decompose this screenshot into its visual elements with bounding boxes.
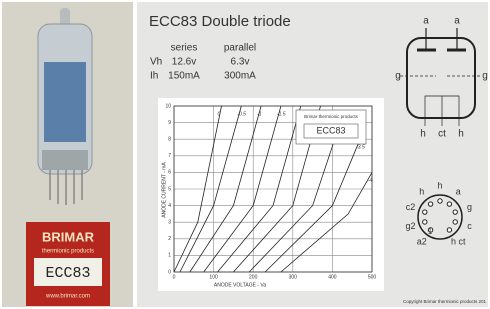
graph-model: ECC83 <box>316 125 345 135</box>
tube-plate <box>44 62 86 142</box>
spec-cell: 12.6v <box>172 57 196 68</box>
curve-label: -1.5 <box>277 111 286 117</box>
spec-cell: 300mA <box>224 71 256 82</box>
box-model: ECC83 <box>45 265 90 282</box>
x-tick-label: 300 <box>289 274 298 280</box>
pinout-key: 1 <box>428 227 433 236</box>
x-tick-label: 500 <box>368 274 377 280</box>
symbol-pin: h <box>458 129 464 140</box>
page: BRIMAR thermionic products ECC83 www.bri… <box>0 0 490 309</box>
y-label: ANODE CURRENT - mA <box>161 162 167 218</box>
y-tick-label: 5 <box>168 186 171 192</box>
y-tick-label: 8 <box>168 137 171 143</box>
spec-cell: 6.3v <box>231 57 250 68</box>
pin-label: a <box>456 186 461 196</box>
spec-col: series <box>171 43 198 54</box>
symbol-pin: ct <box>438 129 446 140</box>
box-subtitle: thermionic products <box>42 249 94 255</box>
x-label: ANODE VOLTAGE - Va <box>214 282 266 288</box>
box-brand: BRIMAR <box>42 229 95 244</box>
pin-label: c2 <box>406 202 416 212</box>
symbol-pin: g <box>395 71 401 82</box>
spec-cell: 150mA <box>168 71 200 82</box>
spec-col: parallel <box>224 43 256 54</box>
y-tick-label: 7 <box>168 153 171 159</box>
symbol-pin: a <box>423 16 429 27</box>
pin <box>447 202 451 206</box>
graph-brand: Brimar thermionic products <box>304 114 359 119</box>
pin <box>438 199 442 203</box>
y-tick-label: 1 <box>168 253 171 259</box>
pin <box>447 228 451 232</box>
y-tick-label: 2 <box>168 236 171 242</box>
curve-label: 0 <box>218 111 221 117</box>
pin <box>423 220 427 224</box>
pin-label: h ct <box>451 236 466 246</box>
tube-base <box>42 150 88 170</box>
box-url: www.brimar.com <box>45 294 90 300</box>
symbol-pin: h <box>420 129 426 140</box>
y-tick-label: 10 <box>165 103 171 109</box>
pin <box>428 202 432 206</box>
x-tick-label: 0 <box>173 274 176 280</box>
x-tick-label: 100 <box>209 274 218 280</box>
symbol-pin: a <box>454 16 460 27</box>
curve-label: -1 <box>257 111 262 117</box>
pin <box>423 210 427 214</box>
pin-label: h <box>419 186 424 196</box>
pin-label: g2 <box>406 221 416 231</box>
pin-label: h <box>437 180 442 190</box>
title: ECC83 Double triode <box>149 13 291 30</box>
y-tick-label: 9 <box>168 120 171 126</box>
spec-cell: Vh <box>150 57 162 68</box>
curve-label: -0.5 <box>237 111 246 117</box>
pin <box>453 210 457 214</box>
y-tick-label: 4 <box>168 203 171 209</box>
pin-label: a2 <box>417 236 427 246</box>
y-tick-label: 6 <box>168 170 171 176</box>
y-tick-label: 0 <box>168 269 171 275</box>
symbol-pin: g <box>482 71 488 82</box>
spec-cell: Ih <box>150 71 158 82</box>
copyright: Copyright Brimar thermionic products 201 <box>403 299 487 304</box>
curve-label: -4 <box>368 178 373 184</box>
x-tick-label: 200 <box>249 274 258 280</box>
curve-label: -3.5 <box>356 145 365 151</box>
pin <box>453 220 457 224</box>
pin-label: g <box>467 202 472 212</box>
x-tick-label: 400 <box>328 274 337 280</box>
y-tick-label: 3 <box>168 220 171 226</box>
pin-label: c <box>467 221 472 231</box>
